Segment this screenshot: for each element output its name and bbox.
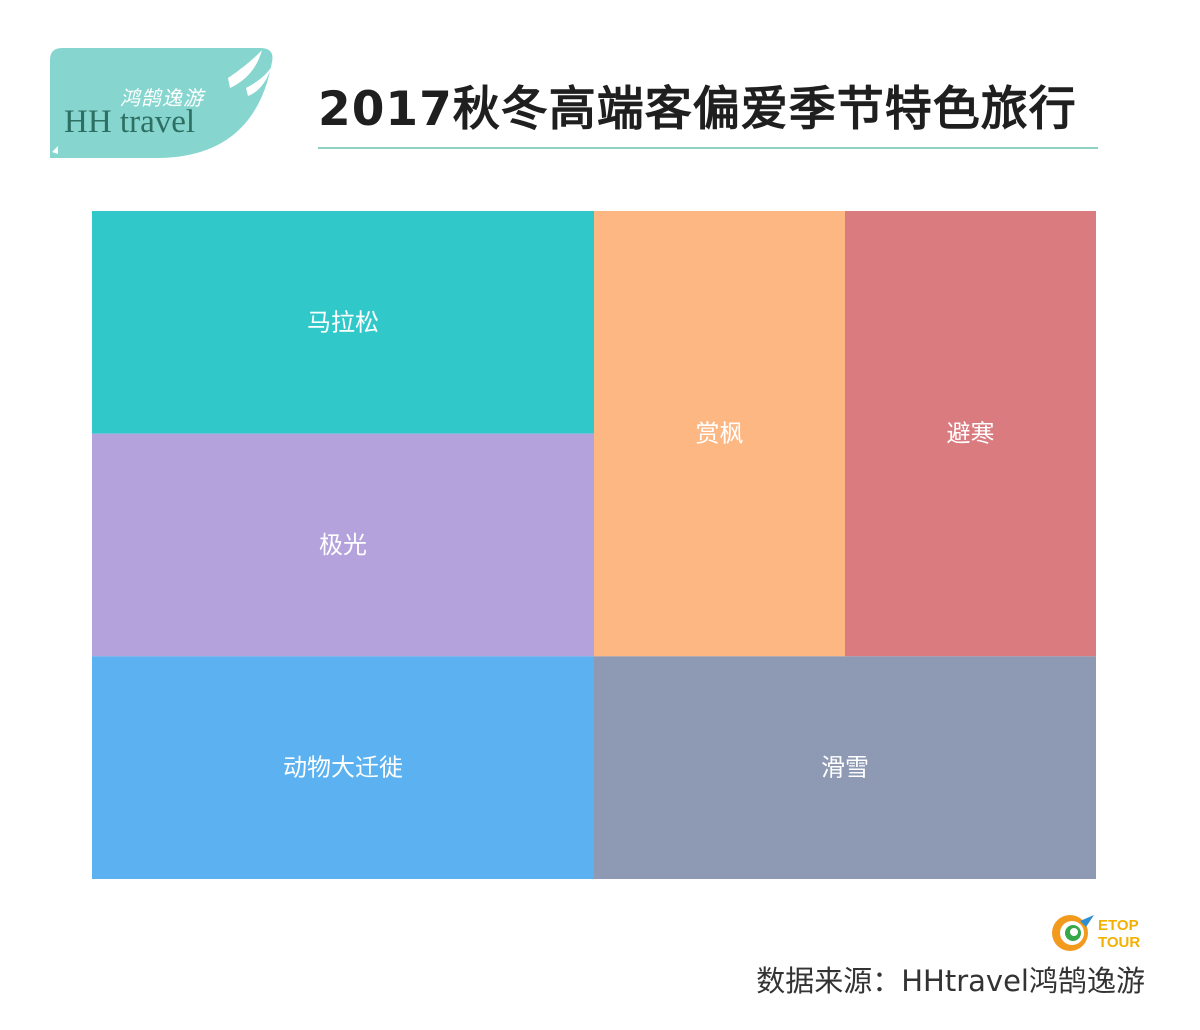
treemap-cell-6: 滑雪 [594,656,1096,879]
page-title: 2017秋冬高端客偏爱季节特色旅行 [318,70,1077,139]
data-source-note: 数据来源：HHtravel鸿鹄逸游 [756,958,1145,1000]
hh-travel-logo: 鸿鹄逸游 HH travel [50,48,275,158]
title-divider [318,147,1098,149]
logo-english-text: HH travel [64,104,195,141]
treemap-cell-2: 极光 [92,434,594,657]
treemap-cell-4: 赏枫 [594,211,845,656]
treemap-label-2: 极光 [319,531,367,559]
treemap-label-3: 动物大迁徙 [283,754,403,782]
treemap-cell-5: 避寒 [845,211,1096,656]
treemap-label-5: 避寒 [947,420,995,448]
etop-text: ETOP [1098,918,1139,933]
tour-text: TOUR [1098,935,1140,950]
treemap-label-6: 滑雪 [821,754,869,782]
treemap-cell-3: 动物大迁徙 [92,656,594,879]
etop-tour-logo: ETOP TOUR [1050,913,1148,953]
treemap-label-1: 马拉松 [307,308,379,336]
treemap-label-4: 赏枫 [696,420,744,448]
treemap-cell-1: 马拉松 [92,211,594,434]
etop-swirl-icon [1050,913,1098,953]
